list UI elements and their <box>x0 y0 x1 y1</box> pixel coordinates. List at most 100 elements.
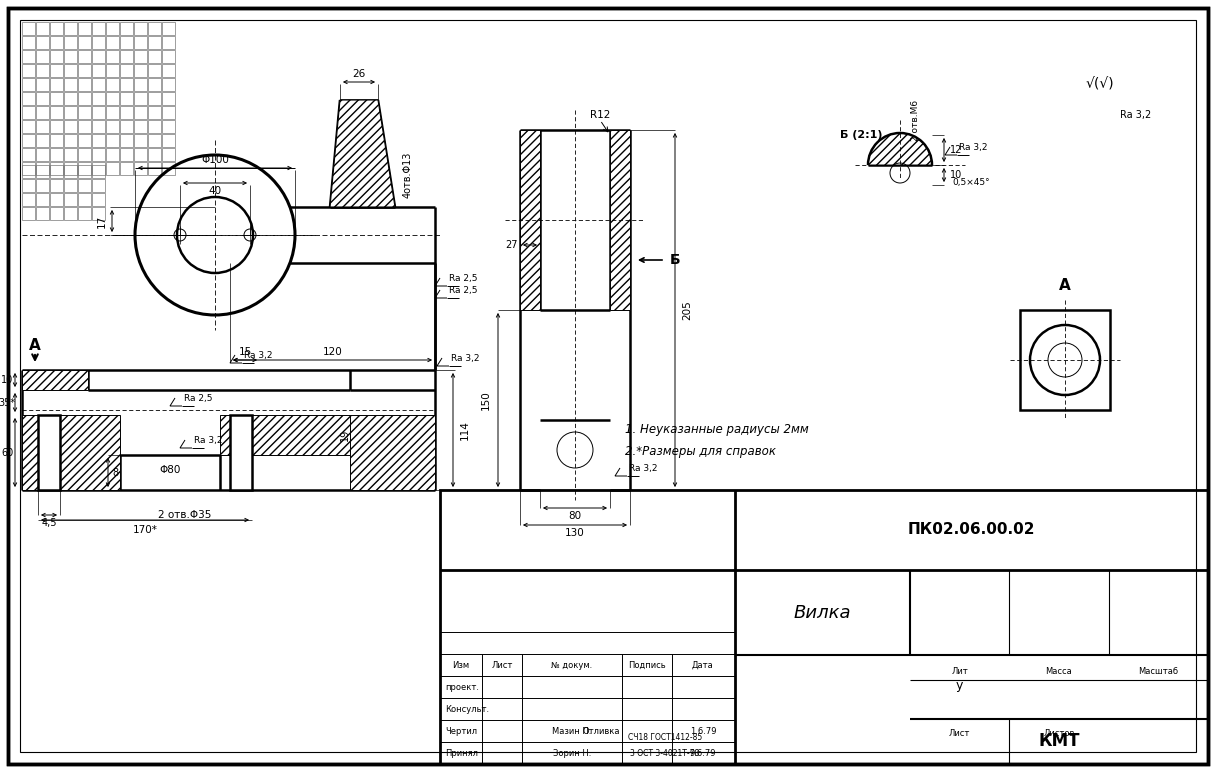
Polygon shape <box>220 415 350 490</box>
Bar <box>92 193 105 206</box>
Text: Масса: Масса <box>1046 668 1073 676</box>
Text: 4,5: 4,5 <box>41 518 57 528</box>
Text: Ra 2,5: Ra 2,5 <box>449 274 478 283</box>
Bar <box>92 165 105 178</box>
Bar <box>78 50 91 63</box>
Bar <box>92 207 105 220</box>
Bar <box>22 22 35 35</box>
Bar <box>78 193 91 206</box>
Polygon shape <box>610 130 630 310</box>
Bar <box>78 165 91 178</box>
Bar <box>440 490 1207 764</box>
Bar <box>92 106 105 119</box>
Bar <box>148 106 161 119</box>
Text: Φ80: Φ80 <box>159 465 181 475</box>
Bar <box>64 207 77 220</box>
Bar <box>92 36 105 49</box>
Bar <box>50 134 63 147</box>
Polygon shape <box>350 415 435 490</box>
Bar <box>106 120 119 133</box>
Bar <box>120 64 133 77</box>
Bar <box>50 179 63 192</box>
Bar <box>148 148 161 161</box>
Text: 170*: 170* <box>133 525 157 535</box>
Bar <box>50 193 63 206</box>
Text: Мазин П.: Мазин П. <box>552 726 592 736</box>
Polygon shape <box>520 130 540 310</box>
Text: 10: 10 <box>1 375 13 385</box>
Bar <box>64 134 77 147</box>
Text: Ra 3,2: Ra 3,2 <box>629 464 658 473</box>
Bar <box>22 162 35 175</box>
Bar <box>120 78 133 91</box>
Bar <box>162 120 175 133</box>
Bar <box>78 22 91 35</box>
Bar <box>78 92 91 105</box>
Polygon shape <box>22 415 120 490</box>
Text: Консульт.: Консульт. <box>445 705 489 713</box>
Bar <box>64 36 77 49</box>
Text: 1. Неуказанные радиусы 2мм: 1. Неуказанные радиусы 2мм <box>625 424 809 436</box>
Bar <box>36 165 49 178</box>
Bar <box>22 207 35 220</box>
Bar <box>92 179 105 192</box>
Bar <box>64 165 77 178</box>
Bar <box>92 22 105 35</box>
Text: A: A <box>29 337 41 353</box>
Bar <box>50 148 63 161</box>
Bar <box>134 36 147 49</box>
Bar <box>36 36 49 49</box>
Bar <box>36 106 49 119</box>
Text: 2 отв.Φ35: 2 отв.Φ35 <box>158 510 212 520</box>
Bar <box>92 92 105 105</box>
Text: 130: 130 <box>565 528 585 538</box>
Text: Б: Б <box>670 253 680 267</box>
Bar <box>120 106 133 119</box>
Bar <box>106 92 119 105</box>
Text: √(√): √(√) <box>1086 78 1114 92</box>
Polygon shape <box>868 133 931 165</box>
Bar <box>162 106 175 119</box>
Text: 3 ОСТ 3-4021Т-78: 3 ОСТ 3-4021Т-78 <box>630 749 699 757</box>
Text: 114: 114 <box>460 420 471 440</box>
Bar <box>92 120 105 133</box>
Text: СЧ18 ГОСТ1412-85: СЧ18 ГОСТ1412-85 <box>627 733 702 742</box>
Bar <box>162 22 175 35</box>
Bar <box>64 78 77 91</box>
Bar <box>36 22 49 35</box>
Text: Отливка: Отливка <box>582 726 620 736</box>
Text: КМТ: КМТ <box>1038 733 1080 750</box>
Bar <box>64 193 77 206</box>
Bar <box>78 64 91 77</box>
Polygon shape <box>22 370 88 390</box>
Bar <box>1020 310 1110 410</box>
Bar <box>64 50 77 63</box>
Bar <box>64 120 77 133</box>
Bar <box>120 22 133 35</box>
Bar <box>50 106 63 119</box>
Bar <box>134 50 147 63</box>
Text: 35*: 35* <box>0 398 16 408</box>
Bar <box>162 50 175 63</box>
Bar <box>22 165 35 178</box>
Bar <box>50 64 63 77</box>
Bar <box>120 36 133 49</box>
Bar <box>134 148 147 161</box>
Bar <box>22 134 35 147</box>
Bar <box>106 64 119 77</box>
Bar <box>106 22 119 35</box>
Bar <box>64 148 77 161</box>
Bar <box>36 148 49 161</box>
Bar <box>120 92 133 105</box>
Text: 19: 19 <box>340 429 350 441</box>
Bar <box>134 134 147 147</box>
Text: 60: 60 <box>1 448 13 458</box>
Bar <box>148 78 161 91</box>
Bar <box>50 120 63 133</box>
Bar <box>106 106 119 119</box>
Bar <box>148 120 161 133</box>
Bar <box>78 148 91 161</box>
Text: Листов: Листов <box>1043 730 1075 739</box>
Bar <box>162 64 175 77</box>
Bar <box>50 22 63 35</box>
